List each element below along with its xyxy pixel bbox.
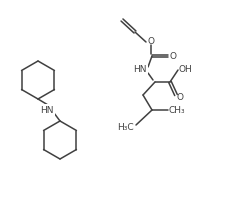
Text: O: O	[169, 52, 176, 61]
Text: OH: OH	[178, 66, 192, 75]
Text: HN: HN	[40, 105, 54, 115]
Text: CH₃: CH₃	[168, 105, 185, 115]
Text: O: O	[176, 92, 183, 102]
Text: HN: HN	[133, 66, 146, 75]
Text: O: O	[147, 36, 154, 46]
Text: H₃C: H₃C	[117, 124, 133, 132]
